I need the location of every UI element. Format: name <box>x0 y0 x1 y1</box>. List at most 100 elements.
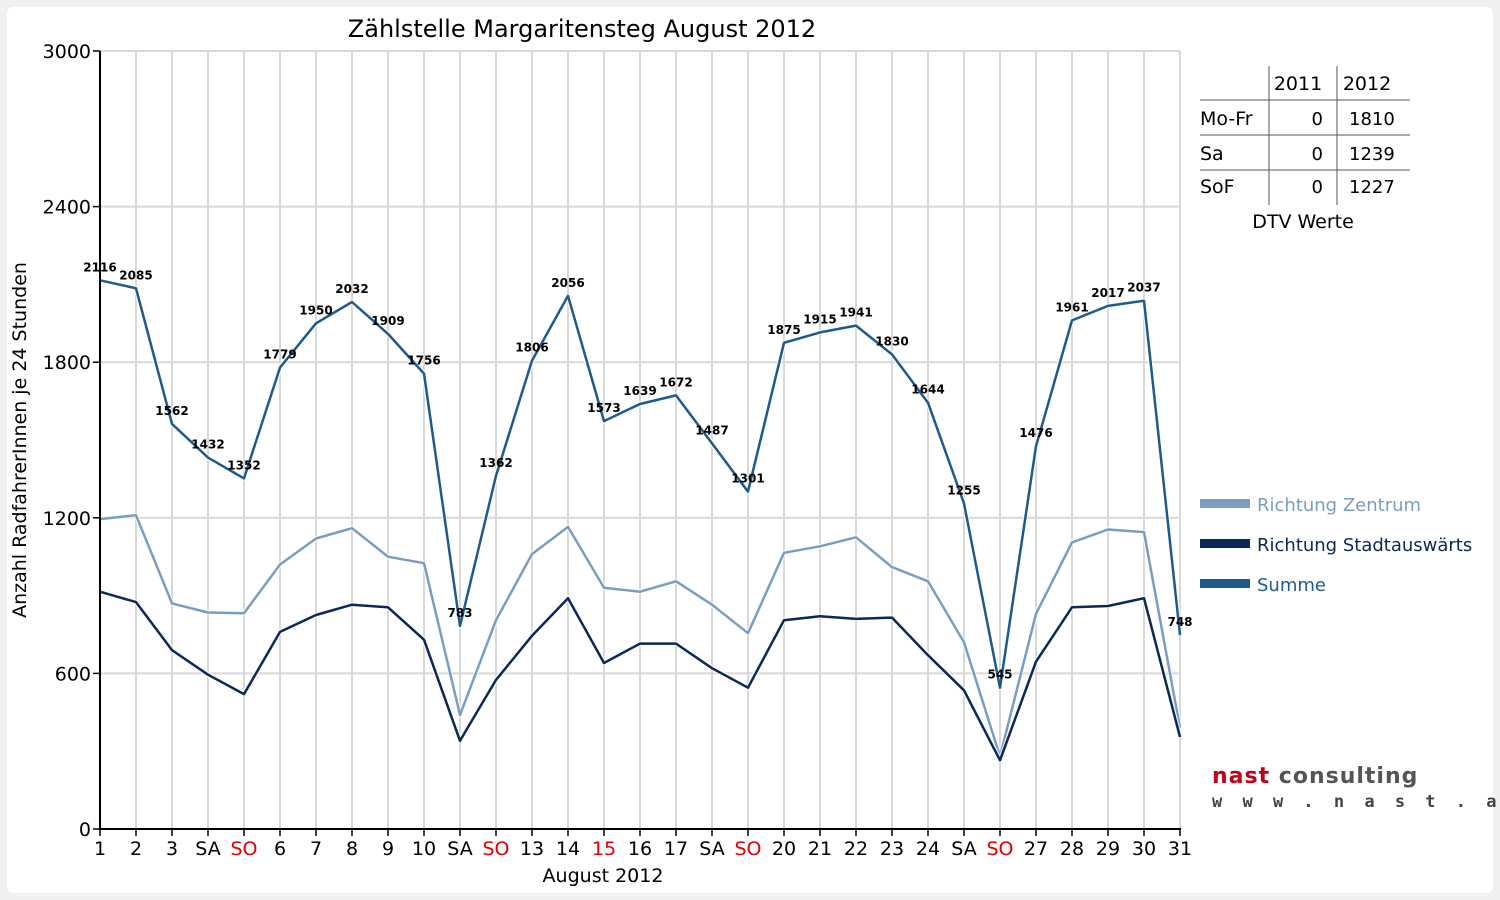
dtv-col-2012: 2012 <box>1343 73 1391 95</box>
x-tick-label: 1 <box>94 838 106 860</box>
x-tick-label: SA <box>195 838 220 860</box>
data-label: 2017 <box>1091 286 1124 300</box>
dtv-row-label: Mo-Fr <box>1200 108 1253 130</box>
data-label: 1950 <box>299 303 332 317</box>
x-tick-label: SA <box>951 838 976 860</box>
data-label: 1362 <box>479 456 512 470</box>
data-label: 783 <box>447 606 472 620</box>
dtv-cell: 1810 <box>1349 109 1395 130</box>
x-tick-label: 2 <box>130 838 142 860</box>
y-axis-label: Anzahl RadfahrerInnen je 24 Stunden <box>9 262 31 618</box>
data-label: 2056 <box>551 276 584 290</box>
y-tick-label: 0 <box>79 819 91 841</box>
x-axis-label: August 2012 <box>543 865 664 887</box>
x-tick-label: 15 <box>592 838 616 860</box>
data-label: 1432 <box>191 438 224 452</box>
series-layer <box>99 277 1183 763</box>
y-tick-label: 2400 <box>43 197 91 219</box>
x-tick-label: 7 <box>310 838 322 860</box>
x-tick-label: 6 <box>274 838 286 860</box>
legend-swatch <box>1200 539 1250 548</box>
dtv-col-2011: 2011 <box>1274 73 1322 95</box>
series-line-stadtauswaerts <box>99 590 1182 762</box>
gridlines <box>100 50 1181 829</box>
legend-label: Richtung Zentrum <box>1257 495 1421 516</box>
data-label: 1639 <box>623 384 656 398</box>
x-tick-label: 3 <box>166 838 178 860</box>
x-tick-label: 9 <box>382 838 394 860</box>
data-label: 1806 <box>515 341 548 355</box>
data-label: 1941 <box>839 306 872 320</box>
x-tick-label: 28 <box>1060 838 1084 860</box>
dtv-row-label: SoF <box>1200 176 1235 198</box>
data-label: 1915 <box>803 312 836 326</box>
x-tick-label: SA <box>699 838 724 860</box>
data-label: 1672 <box>659 375 692 389</box>
data-label: 1487 <box>695 423 728 437</box>
x-tick-label: 30 <box>1132 838 1156 860</box>
data-label: 1909 <box>371 314 404 328</box>
data-labels: 2116208515621432135217791950203219091756… <box>83 260 1192 681</box>
data-label: 1301 <box>731 472 764 486</box>
data-label: 1961 <box>1055 300 1088 314</box>
data-label: 2032 <box>335 282 368 296</box>
legend: Richtung Zentrum Richtung Stadtauswärts Su… <box>1200 495 1472 596</box>
x-tick-label: 20 <box>772 838 796 860</box>
data-label: 1875 <box>767 323 800 337</box>
x-tick-label: SA <box>447 838 472 860</box>
x-tick-label: 17 <box>664 838 688 860</box>
x-tick-label: 24 <box>916 838 940 860</box>
data-label: 1830 <box>875 334 908 348</box>
x-tick-label: SO <box>986 838 1013 860</box>
x-tick-label: SO <box>230 838 257 860</box>
dtv-cell: 0 <box>1312 109 1323 130</box>
chart-title: Zählstelle Margaritensteg August 2012 <box>348 15 816 43</box>
x-tick-label: 10 <box>412 838 436 860</box>
x-tick-label: 29 <box>1096 838 1120 860</box>
x-tick-label: 16 <box>628 838 652 860</box>
y-tick-label: 1800 <box>43 352 91 374</box>
legend-swatch <box>1200 499 1250 508</box>
data-label: 1644 <box>911 383 944 397</box>
x-tick-label: 21 <box>808 838 832 860</box>
data-label: 1476 <box>1019 426 1052 440</box>
x-tick-label: 27 <box>1024 838 1048 860</box>
dtv-cell: 1227 <box>1349 177 1395 198</box>
x-tick-label: 23 <box>880 838 904 860</box>
legend-swatch <box>1200 579 1250 588</box>
data-label: 1352 <box>227 458 260 472</box>
dtv-cell: 0 <box>1312 177 1323 198</box>
y-tick-label: 3000 <box>43 41 91 63</box>
data-label: 1779 <box>263 348 296 362</box>
data-label: 1573 <box>587 401 620 415</box>
x-tick-label: 31 <box>1168 838 1192 860</box>
data-label: 2037 <box>1127 281 1160 295</box>
legend-label: Summe <box>1257 575 1326 596</box>
dtv-cell: 0 <box>1312 144 1323 165</box>
data-label: 545 <box>987 668 1012 682</box>
data-label: 2085 <box>119 268 152 282</box>
y-tick-label: 1200 <box>43 508 91 530</box>
x-tick-label: 22 <box>844 838 868 860</box>
x-tick-label: SO <box>482 838 509 860</box>
dtv-row-label: Sa <box>1200 143 1224 165</box>
y-tick-label: 600 <box>55 663 91 685</box>
x-tick-label: 8 <box>346 838 358 860</box>
data-label: 1255 <box>947 484 980 498</box>
dtv-caption: DTV Werte <box>1252 211 1354 233</box>
logo-url: w w w . n a s t . a t <box>1212 792 1500 812</box>
dtv-cell: 1239 <box>1349 144 1395 165</box>
dtv-table: 2011 2012 Mo-Fr 0 1810 Sa 0 1239 SoF 0 1… <box>1200 66 1410 233</box>
logo-wordmark: nast consulting <box>1212 764 1419 789</box>
x-tick-label: 14 <box>556 838 580 860</box>
x-tick-label: 13 <box>520 838 544 860</box>
company-logo: nast consulting w w w . n a s t . a t <box>1200 750 1500 825</box>
series-line-summe <box>99 279 1182 689</box>
data-label: 1756 <box>407 354 440 368</box>
data-label: 1562 <box>155 404 188 418</box>
legend-label: Richtung Stadtauswärts <box>1257 535 1472 556</box>
data-label: 748 <box>1167 615 1192 629</box>
x-tick-label: SO <box>734 838 761 860</box>
